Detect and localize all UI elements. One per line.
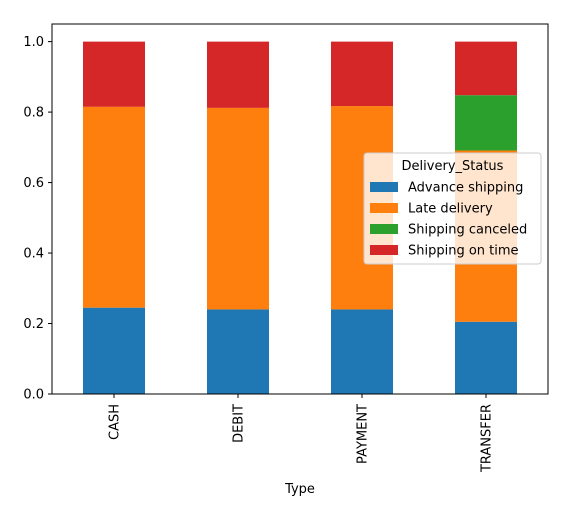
bar-transfer-shipping-canceled — [455, 95, 517, 150]
y-tick-label: 0.2 — [23, 317, 44, 332]
bar-transfer-advance-shipping — [455, 322, 517, 394]
legend-label-late-delivery: Late delivery — [408, 202, 493, 217]
y-tick-label: 1.0 — [23, 35, 44, 50]
legend-swatch-shipping-on-time — [370, 245, 398, 255]
legend-swatch-late-delivery — [370, 203, 398, 213]
bar-cash-shipping-on-time — [83, 42, 145, 107]
x-tick-label-payment: PAYMENT — [356, 404, 371, 464]
y-tick-label: 0.4 — [23, 247, 44, 262]
legend-swatch-shipping-canceled — [370, 224, 398, 234]
x-axis: CASH DEBIT PAYMENT TRANSFER — [108, 394, 495, 473]
legend-label-advance-shipping: Advance shipping — [408, 181, 523, 196]
bar-debit-shipping-on-time — [207, 42, 269, 108]
x-axis-title: Type — [284, 482, 315, 497]
bar-transfer-shipping-on-time — [455, 42, 517, 96]
y-axis: 0.0 0.2 0.4 0.6 0.8 1.0 — [23, 35, 52, 402]
bar-payment-shipping-on-time — [331, 42, 393, 106]
bar-cash-advance-shipping — [83, 308, 145, 394]
x-tick-label-transfer: TRANSFER — [480, 404, 495, 473]
bar-debit-late-delivery — [207, 108, 269, 310]
legend: Delivery_Status Advance shipping Late del… — [364, 153, 541, 264]
bar-payment-advance-shipping — [331, 309, 393, 394]
x-tick-label-cash: CASH — [108, 404, 123, 440]
y-tick-label: 0.0 — [23, 388, 44, 403]
legend-label-shipping-canceled: Shipping canceled — [408, 223, 527, 238]
bar-cash-late-delivery — [83, 107, 145, 308]
legend-swatch-advance-shipping — [370, 182, 398, 192]
bar-debit-advance-shipping — [207, 309, 269, 394]
y-tick-label: 0.8 — [23, 106, 44, 121]
y-tick-label: 0.6 — [23, 176, 44, 191]
x-tick-label-debit: DEBIT — [232, 404, 247, 443]
legend-label-shipping-on-time: Shipping on time — [408, 244, 519, 259]
legend-title: Delivery_Status — [402, 159, 504, 174]
